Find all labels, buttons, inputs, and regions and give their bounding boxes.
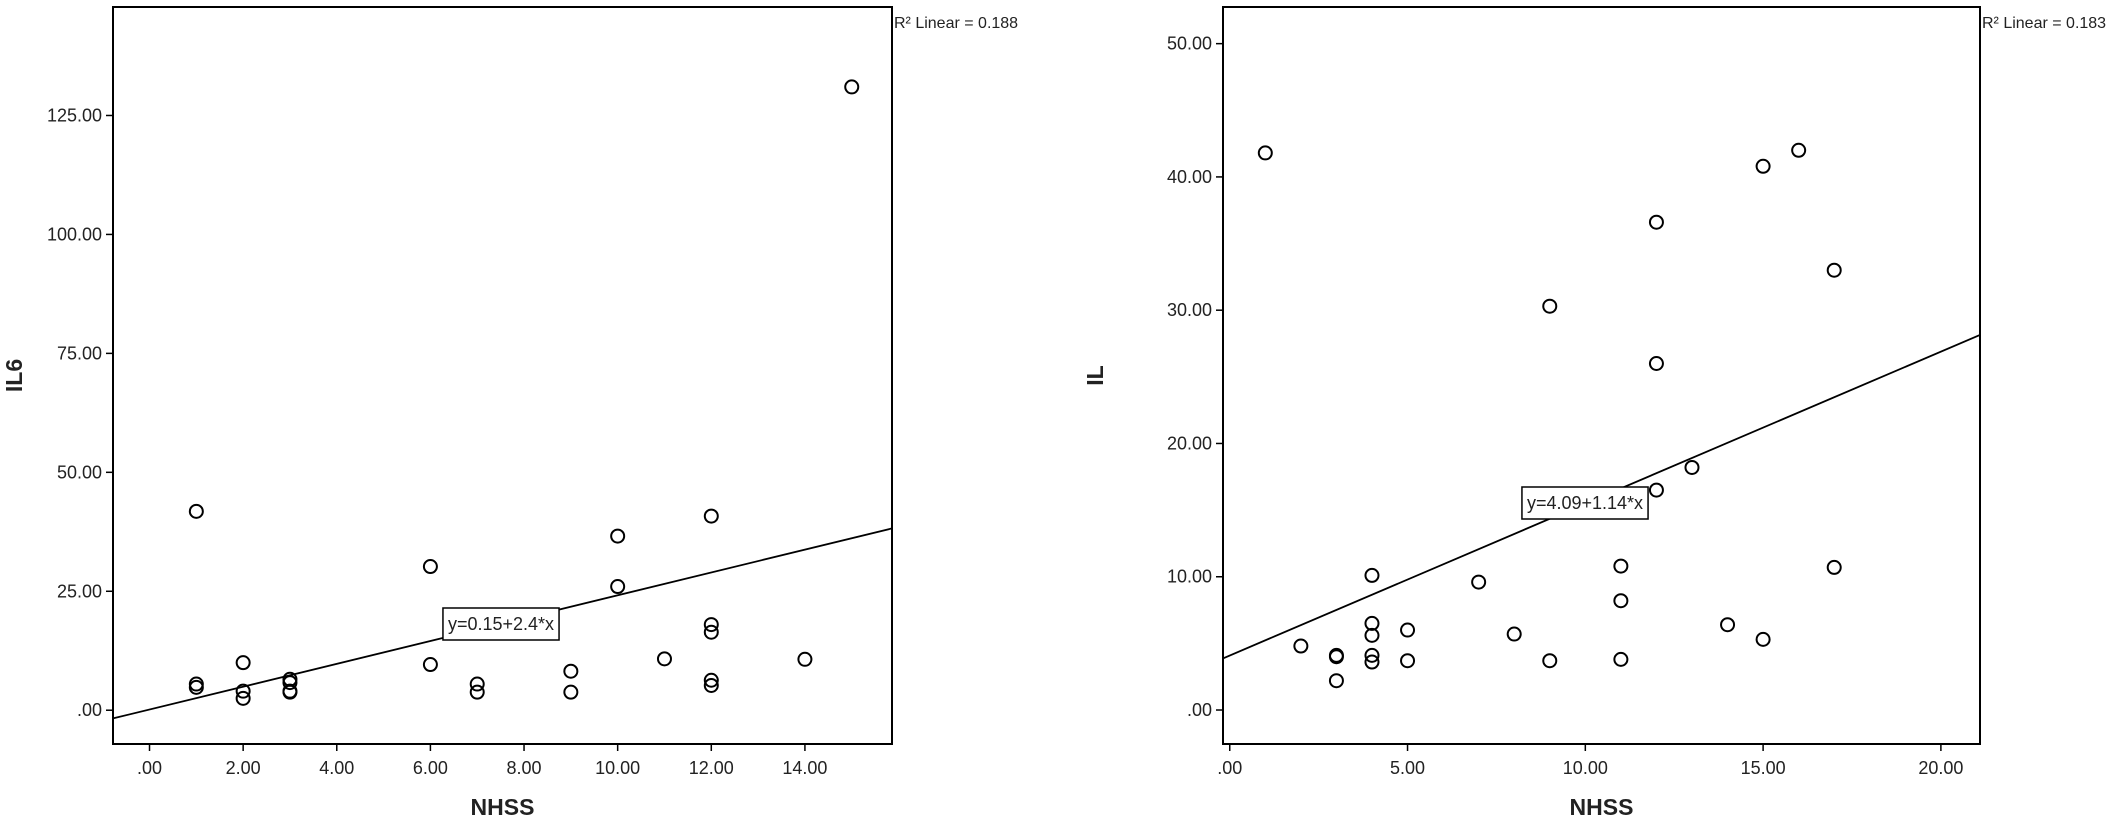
- data-point: [469, 684, 485, 700]
- plot-frame: [1222, 6, 1981, 745]
- y-tick-label: 25.00: [57, 581, 102, 601]
- data-point: [703, 617, 719, 633]
- data-point: [235, 655, 251, 671]
- data-point: [1826, 262, 1842, 278]
- data-point: [469, 676, 485, 692]
- data-point: [703, 624, 719, 640]
- y-tick-label: 50.00: [57, 462, 102, 482]
- data-point: [1791, 142, 1807, 158]
- data-point: [1684, 459, 1700, 475]
- y-tick-label: 40.00: [1167, 167, 1212, 187]
- x-tick-label: 10.00: [595, 758, 640, 778]
- data-point: [422, 559, 438, 575]
- y-tick-label: 20.00: [1167, 433, 1212, 453]
- data-point: [235, 683, 251, 699]
- data-point: [1648, 482, 1664, 498]
- r2-label: R² Linear = 0.183: [1982, 15, 2106, 32]
- y-tick-label: 50.00: [1167, 34, 1212, 54]
- data-point: [1364, 627, 1380, 643]
- data-point: [797, 651, 813, 667]
- data-point: [422, 657, 438, 673]
- data-point: [1826, 559, 1842, 575]
- scatter-panel: .00 10.00 20.00 30.00 40.00 50.00 .00 5.00 10.00…: [1082, 6, 2106, 820]
- data-point: [1542, 653, 1558, 669]
- data-point: [1648, 214, 1664, 230]
- x-tick-label: 12.00: [689, 758, 734, 778]
- x-tick-label: 8.00: [507, 758, 542, 778]
- x-tick-label: 14.00: [782, 758, 827, 778]
- data-point: [1364, 567, 1380, 583]
- x-tick-label: 10.00: [1563, 758, 1608, 778]
- data-point: [188, 679, 204, 695]
- data-point: [1400, 622, 1416, 638]
- x-tick-label: 6.00: [413, 758, 448, 778]
- data-point: [1328, 649, 1344, 665]
- y-tick-label: .00: [1187, 700, 1212, 720]
- y-tick-label: .00: [77, 700, 102, 720]
- data-point: [1364, 615, 1380, 631]
- x-tick-label: 15.00: [1741, 758, 1786, 778]
- data-point: [610, 579, 626, 595]
- data-point: [1755, 158, 1771, 174]
- data-point: [563, 684, 579, 700]
- x-axis-title: NHSS: [1570, 794, 1634, 820]
- data-point: [1293, 638, 1309, 654]
- data-point: [235, 690, 251, 706]
- y-tick-label: 75.00: [57, 343, 102, 363]
- y-axis-title: IL6: [1, 359, 27, 392]
- fit-label-box: [1521, 486, 1649, 520]
- data-point: [656, 651, 672, 667]
- scatter-panel: .00 25.00 50.00 75.00 100.00 125.00 .00 2.00 4.0…: [1, 6, 1018, 820]
- data-point: [610, 528, 626, 544]
- x-tick-label: 4.00: [319, 758, 354, 778]
- data-point: [703, 677, 719, 693]
- y-tick-label: 100.00: [47, 224, 102, 244]
- data-point: [703, 508, 719, 524]
- x-tick-label: 2.00: [226, 758, 261, 778]
- data-point: [1471, 574, 1487, 590]
- fit-label: y=4.09+1.14*x: [1527, 493, 1643, 513]
- data-point: [703, 672, 719, 688]
- data-point: [282, 684, 298, 700]
- y-tick-label: 30.00: [1167, 300, 1212, 320]
- x-tick-label: 5.00: [1390, 758, 1425, 778]
- data-point: [1613, 651, 1629, 667]
- r2-label: R² Linear = 0.188: [894, 15, 1018, 32]
- data-point: [1328, 673, 1344, 689]
- data-point: [1364, 654, 1380, 670]
- fit-label-box: [442, 607, 560, 641]
- data-point: [1613, 558, 1629, 574]
- data-point: [1648, 356, 1664, 372]
- y-tick-label: 125.00: [47, 105, 102, 125]
- data-point: [1506, 626, 1522, 642]
- x-tick-label: 20.00: [1918, 758, 1963, 778]
- data-point: [1613, 593, 1629, 609]
- y-tick-label: 10.00: [1167, 567, 1212, 587]
- data-point: [1257, 145, 1273, 161]
- data-point: [188, 503, 204, 519]
- x-tick-label: .00: [1217, 758, 1242, 778]
- data-point: [1720, 617, 1736, 633]
- data-point: [1542, 298, 1558, 314]
- fit-label: y=0.15+2.4*x: [448, 614, 554, 634]
- data-point: [844, 79, 860, 95]
- y-axis-title: IL: [1082, 365, 1108, 385]
- x-tick-label: .00: [137, 758, 162, 778]
- data-point: [563, 663, 579, 679]
- data-point: [1400, 653, 1416, 669]
- data-point: [1755, 631, 1771, 647]
- plot-frame: [112, 6, 893, 745]
- data-point: [1364, 647, 1380, 663]
- data-point: [282, 675, 298, 691]
- x-axis-title: NHSS: [471, 794, 535, 820]
